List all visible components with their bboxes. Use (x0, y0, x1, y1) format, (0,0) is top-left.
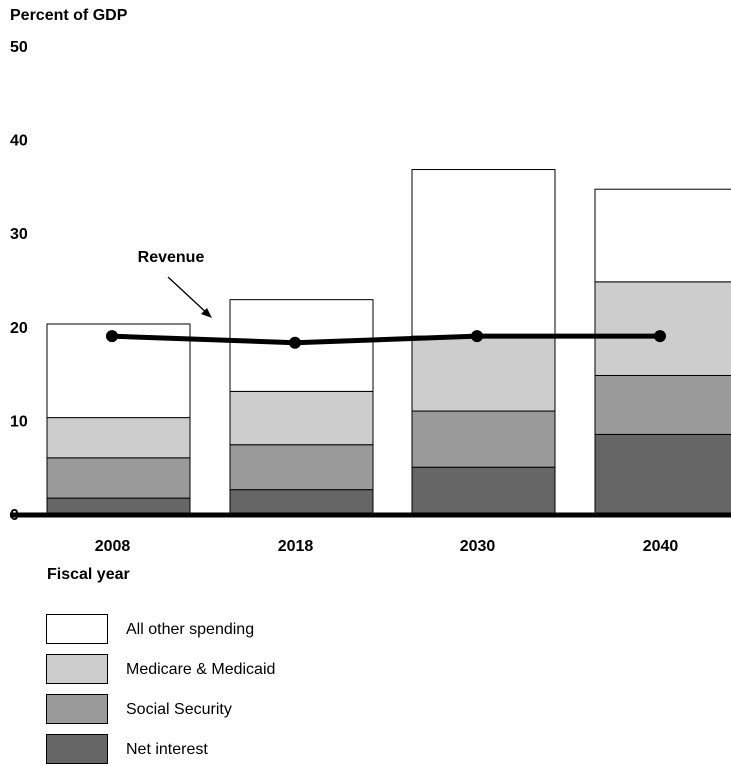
legend-swatch-medicare-medicaid (46, 654, 108, 684)
bar-segment-net-interest (229, 489, 374, 515)
bars (46, 169, 731, 515)
revenue-point (289, 336, 301, 349)
legend-label-net-interest: Net interest (126, 741, 208, 758)
y-tick-label: 50 (10, 39, 28, 56)
bar-segment-all-other-spending (594, 188, 731, 283)
bar-stack-2008 (46, 323, 191, 515)
revenue-line-path (111, 333, 660, 346)
bar-segment-all-other-spending (411, 169, 556, 337)
y-tick-label: 40 (10, 133, 28, 150)
bar-segment-medicare-medicaid (594, 281, 731, 376)
legend-item-social-security: Social Security (46, 694, 446, 726)
bar-segment-medicare-medicaid (46, 417, 191, 459)
revenue-annotation-arrowhead (201, 308, 212, 318)
bar-segment-social-security (46, 457, 191, 499)
y-axis-title: Percent of GDP (10, 7, 128, 24)
bar-segment-net-interest (46, 497, 191, 515)
revenue-point (471, 330, 483, 343)
bar-segment-social-security (594, 374, 731, 435)
legend-label-medicare-medicaid: Medicare & Medicaid (126, 661, 276, 678)
y-tick-label: 10 (10, 413, 28, 430)
x-tick-labels: 2008 2018 2030 2040 (95, 538, 679, 555)
revenue-annotation: Revenue (138, 249, 212, 318)
revenue-point (654, 330, 666, 343)
bar-stack-2040 (594, 188, 731, 515)
legend-swatch-social-security (46, 694, 108, 724)
revenue-annotation-arrow-shaft (167, 276, 211, 317)
legend-label-all-other-spending: All other spending (126, 621, 255, 638)
legend-label-social-security: Social Security (126, 701, 232, 718)
bar-segment-all-other-spending (229, 299, 374, 392)
bar-segment-social-security (411, 410, 556, 468)
bar-segment-medicare-medicaid (229, 390, 374, 446)
bar-segment-medicare-medicaid (411, 335, 556, 412)
x-axis-title: Fiscal year (47, 566, 130, 583)
y-tick-label: 30 (10, 226, 28, 243)
legend-item-net-interest: Net interest (46, 734, 446, 766)
revenue-line (106, 330, 666, 349)
bar-segment-net-interest (594, 433, 731, 515)
legend-item-medicare-medicaid: Medicare & Medicaid (46, 654, 446, 686)
legend-swatch-all-other-spending (46, 614, 108, 644)
bar-stack-2030 (411, 169, 556, 515)
y-tick-labels: 01020304050 (10, 39, 28, 524)
bar-stack-2018 (229, 299, 374, 515)
bar-segment-social-security (229, 444, 374, 491)
y-tick-label: 20 (10, 320, 28, 337)
revenue-annotation-label: Revenue (138, 249, 205, 266)
x-tick-label: 2040 (643, 538, 679, 555)
x-tick-label: 2018 (278, 538, 314, 555)
x-tick-label: 2008 (95, 538, 131, 555)
x-tick-label: 2030 (460, 538, 496, 555)
legend-item-all-other-spending: All other spending (46, 614, 446, 646)
bar-segment-net-interest (411, 466, 556, 515)
legend-swatch-net-interest (46, 734, 108, 764)
revenue-point (106, 330, 118, 343)
